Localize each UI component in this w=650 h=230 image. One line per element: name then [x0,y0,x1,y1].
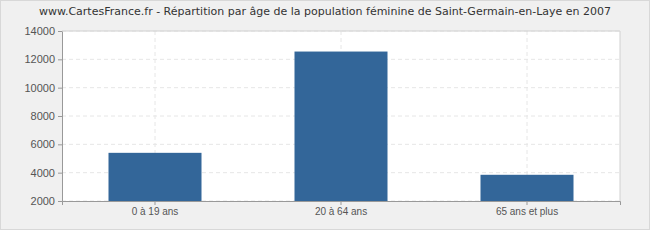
tick: 8000 [31,110,62,122]
tick-mark [58,201,62,202]
plot-area [62,31,620,201]
grid [62,31,620,201]
axis-line [63,202,621,206]
tick-label: 65 ans et plus [496,206,558,217]
tick: 65 ans et plus [496,201,558,217]
axis-line [58,32,63,202]
tick-mark [58,31,62,32]
plot: 2000 4000 6000 8000 10000 12000 14000 0 à 19 an… [24,25,620,217]
chart: www.CartesFrance.fr - Répartition par âg… [0,0,650,230]
tick-label: 4000 [31,167,55,179]
tick: 14000 [24,25,62,37]
y-axis: 2000 4000 6000 8000 10000 12000 14000 [24,25,62,207]
frame [620,31,621,201]
tick-label: 12000 [24,53,55,65]
x-axis: 0 à 19 ans 20 à 64 ans 65 ans et plus [63,201,621,217]
tick-label: 6000 [31,138,55,150]
tick-mark [155,201,156,205]
tick-label: 14000 [24,25,55,37]
bars [109,52,574,201]
background [1,1,650,230]
tick-label: 20 à 64 ans [315,206,367,217]
tick-mark [341,201,342,205]
bar [295,52,388,201]
tick-label: 10000 [24,82,55,94]
tick: 0 à 19 ans [132,201,179,217]
tick-label: 2000 [31,195,55,207]
tick-label: 8000 [31,110,55,122]
grid [155,31,527,201]
grid-line [62,31,620,32]
frame [62,31,620,32]
tick-mark [58,116,62,117]
tick-label: 0 à 19 ans [132,206,179,217]
tick-mark [527,201,528,205]
bar [109,153,202,201]
tick: 2000 [31,195,62,207]
tick-mark [58,59,62,60]
tick-mark [58,88,62,89]
tick: 4000 [31,167,62,179]
tick: 6000 [31,138,62,150]
tick: 10000 [24,82,62,94]
tick-mark [58,173,62,174]
tick-mark [58,144,62,145]
title: www.CartesFrance.fr - Répartition par âg… [39,5,611,18]
tick: 20 à 64 ans [315,201,367,217]
bar [481,175,574,201]
tick: 12000 [24,53,62,65]
